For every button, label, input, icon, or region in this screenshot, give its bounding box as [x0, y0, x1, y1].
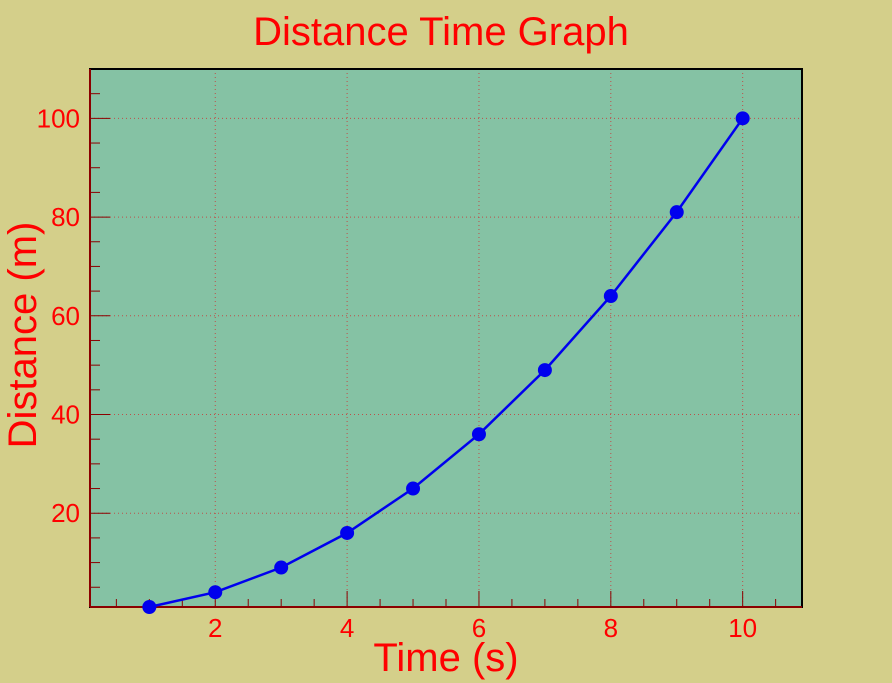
data-point-6	[537, 363, 552, 378]
chart-title: Distance Time Graph	[253, 10, 629, 54]
data-point-1	[208, 585, 223, 600]
data-point-9	[735, 111, 750, 126]
y-tick-label-1: 40	[51, 400, 80, 430]
data-point-8	[669, 205, 684, 220]
y-tick-label-4: 100	[37, 103, 80, 133]
x-tick-label-1: 4	[340, 613, 354, 643]
x-tick-label-4: 10	[728, 613, 757, 643]
x-tick-label-0: 2	[208, 613, 222, 643]
y-tick-label-2: 60	[51, 301, 80, 331]
y-axis-label: Distance (m)	[1, 222, 45, 449]
grid-lines	[90, 69, 802, 607]
plot-area	[90, 69, 802, 607]
y-tick-label-0: 20	[51, 498, 80, 528]
series-distance	[142, 111, 750, 614]
data-point-4	[406, 481, 421, 496]
data-point-7	[603, 289, 618, 304]
x-axis-label: Time (s)	[373, 636, 518, 680]
y-tick-labels: 20 40 60 80 100	[37, 103, 80, 528]
data-point-2	[274, 560, 289, 575]
data-point-3	[340, 525, 355, 540]
y-tick-label-3: 80	[51, 202, 80, 232]
x-tick-label-3: 8	[604, 613, 618, 643]
data-point-0	[142, 600, 157, 614]
x-tick-label-2: 6	[472, 613, 486, 643]
x-tick-labels: 2 4 6 8 10	[208, 613, 757, 643]
series-line-0	[149, 117, 744, 609]
data-point-5	[471, 427, 486, 442]
